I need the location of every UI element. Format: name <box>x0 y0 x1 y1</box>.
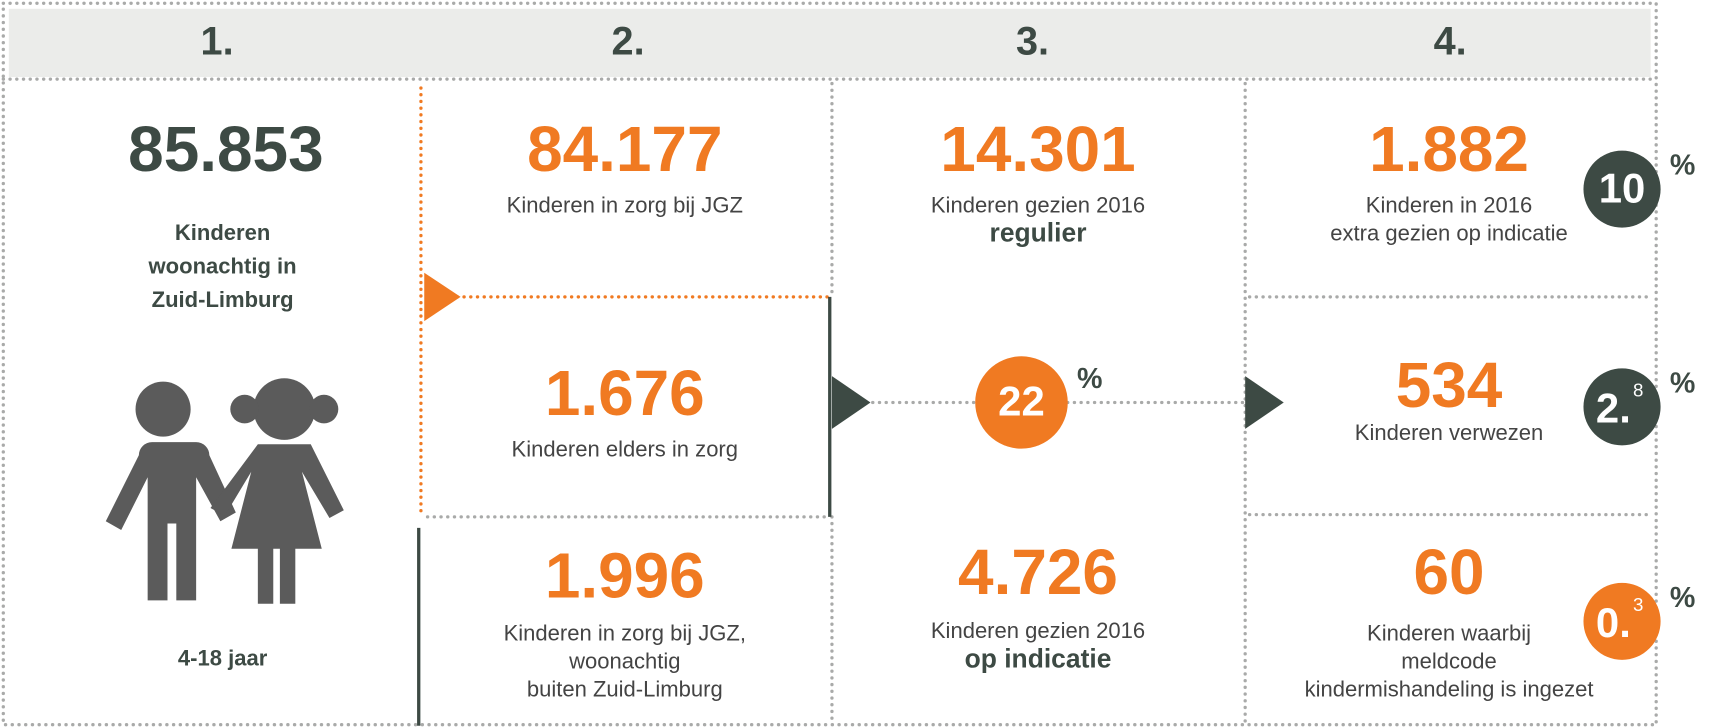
big-number: 1.996 <box>545 540 705 612</box>
percent-value: 10 <box>1599 164 1646 211</box>
label: meldcode <box>1401 648 1496 673</box>
infographic: 1. 2. 3. 4. 85.853 Kinderen woonachtig in Zuid-… <box>0 0 1719 728</box>
label: Kinderen elders in zorg <box>512 437 738 462</box>
percent-unit: % <box>1670 150 1695 182</box>
percent-sup: 3 <box>1633 594 1643 615</box>
page: 1. 2. 3. 4. 85.853 Kinderen woonachtig in Zuid-… <box>0 0 1719 728</box>
label: Kinderen waarbij <box>1367 620 1531 645</box>
label: Kinderen in zorg bij JGZ, <box>504 620 746 645</box>
label: Kinderen <box>175 220 270 245</box>
label: Kinderen gezien 2016 <box>931 618 1145 643</box>
percent-value: 2. <box>1596 384 1631 431</box>
arrow <box>1245 376 1284 429</box>
big-number: 1.882 <box>1369 113 1529 185</box>
label: Kinderen in zorg bij JGZ <box>507 193 743 218</box>
column-number: 3. <box>1016 19 1049 63</box>
big-number: 60 <box>1413 536 1484 608</box>
label: extra gezien op indicatie <box>1330 221 1568 246</box>
column-number: 4. <box>1434 19 1467 63</box>
label: Kinderen gezien 2016 <box>931 193 1145 218</box>
big-number: 85.853 <box>128 113 323 185</box>
label: woonachtig in <box>148 254 297 279</box>
big-number: 14.301 <box>940 113 1135 185</box>
big-number: 84.177 <box>527 113 722 185</box>
orange-arrow <box>424 273 460 321</box>
column-number: 1. <box>201 19 234 63</box>
percent-unit: % <box>1670 582 1695 614</box>
percent-unit: % <box>1670 367 1695 399</box>
label-emphasis: regulier <box>990 218 1087 248</box>
label-emphasis: op indicatie <box>965 643 1112 673</box>
label: Kinderen verwezen <box>1355 420 1544 445</box>
label: Zuid-Limburg <box>152 287 294 312</box>
percent-value: 22 <box>998 378 1045 425</box>
percent-value: 0. <box>1596 599 1631 646</box>
header-band <box>9 9 1651 77</box>
column-number: 2. <box>612 19 645 63</box>
big-number: 1.676 <box>545 357 705 429</box>
arrow <box>832 376 871 429</box>
percent-unit: % <box>1077 363 1102 395</box>
children-icon <box>106 378 344 603</box>
label: woonachtig <box>568 648 680 673</box>
label: kindermishandeling is ingezet <box>1305 676 1594 701</box>
label: 4-18 jaar <box>178 646 268 671</box>
label: Kinderen in 2016 <box>1366 193 1533 218</box>
percent-sup: 8 <box>1633 379 1643 400</box>
big-number: 4.726 <box>958 536 1118 608</box>
label: buiten Zuid-Limburg <box>527 676 723 701</box>
big-number: 534 <box>1396 349 1503 421</box>
